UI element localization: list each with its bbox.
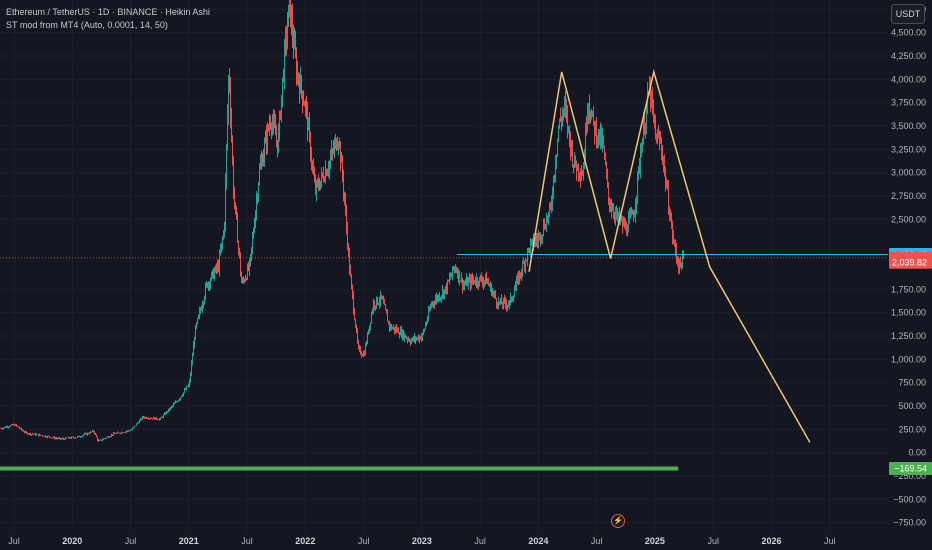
chart-legend: Ethereum / TetherUS · 1D · BINANCE · Hei… (6, 6, 210, 32)
price-label-box (889, 461, 932, 475)
x-tick-label: 2025 (645, 536, 665, 546)
y-tick-label: 3,250.00 (891, 144, 926, 154)
y-tick-label: 4,500.00 (891, 28, 926, 38)
x-tick-label: Jul (707, 536, 719, 546)
x-tick-label: Jul (824, 536, 836, 546)
chart-grid (0, 0, 888, 532)
y-tick-label: 1,500.00 (891, 308, 926, 318)
y-tick-label: 3,750.00 (891, 98, 926, 108)
price-label: −169.54 (894, 463, 927, 473)
lightning-icon[interactable]: ⚡ (611, 514, 625, 528)
y-tick-label: 3,500.00 (891, 121, 926, 131)
currency-button[interactable]: USDT (891, 4, 925, 24)
y-tick-label: −750.00 (893, 518, 926, 528)
x-tick-label: 2020 (62, 536, 82, 546)
y-tick-label: −500.00 (893, 494, 926, 504)
x-tick-label: 2021 (179, 536, 199, 546)
x-tick-label: Jul (358, 536, 370, 546)
time-axis[interactable]: Jul 2020 Jul 2021 Jul 2022 Jul 2023 Jul 2024 Jul 20… (8, 536, 835, 546)
x-tick-label: 2024 (528, 536, 548, 546)
double-top-pattern (528, 68, 811, 443)
price-labels: 2,123.472,087.3007:15:462,039.82−169.54 (889, 247, 932, 475)
indicator-title[interactable]: ST mod from MT4 (Auto, 0.0001, 14, 50) (6, 20, 168, 30)
x-tick-label: Jul (241, 536, 253, 546)
x-tick-label: Jul (8, 536, 20, 546)
x-tick-label: Jul (591, 536, 603, 546)
y-tick-label: −250.00 (893, 471, 926, 481)
y-tick-label: 2,750.00 (891, 191, 926, 201)
y-tick-label: 1,000.00 (891, 354, 926, 364)
y-tick-label: 750.00 (898, 378, 926, 388)
y-tick-label: 2,500.00 (891, 214, 926, 224)
y-tick-label: 1,250.00 (891, 331, 926, 341)
x-tick-label: Jul (474, 536, 486, 546)
y-tick-label: 1,750.00 (891, 284, 926, 294)
y-tick-label: 4,000.00 (891, 74, 926, 84)
price-label: 2,039.82 (892, 257, 927, 267)
x-tick-label: 2023 (412, 536, 432, 546)
x-tick-label: Jul (125, 536, 137, 546)
x-tick-label: 2026 (761, 536, 781, 546)
y-tick-label: 500.00 (898, 401, 926, 411)
y-tick-label: 0.00 (908, 448, 926, 458)
price-label-box (889, 255, 932, 269)
y-tick-label: 4,250.00 (891, 51, 926, 61)
x-tick-label: 2022 (295, 536, 315, 546)
symbol-title[interactable]: Ethereum / TetherUS · 1D · BINANCE · Hei… (6, 7, 210, 17)
candles (0, 0, 685, 442)
overlay-lines (0, 68, 888, 471)
y-tick-label: 3,000.00 (891, 168, 926, 178)
y-tick-label: 250.00 (898, 424, 926, 434)
